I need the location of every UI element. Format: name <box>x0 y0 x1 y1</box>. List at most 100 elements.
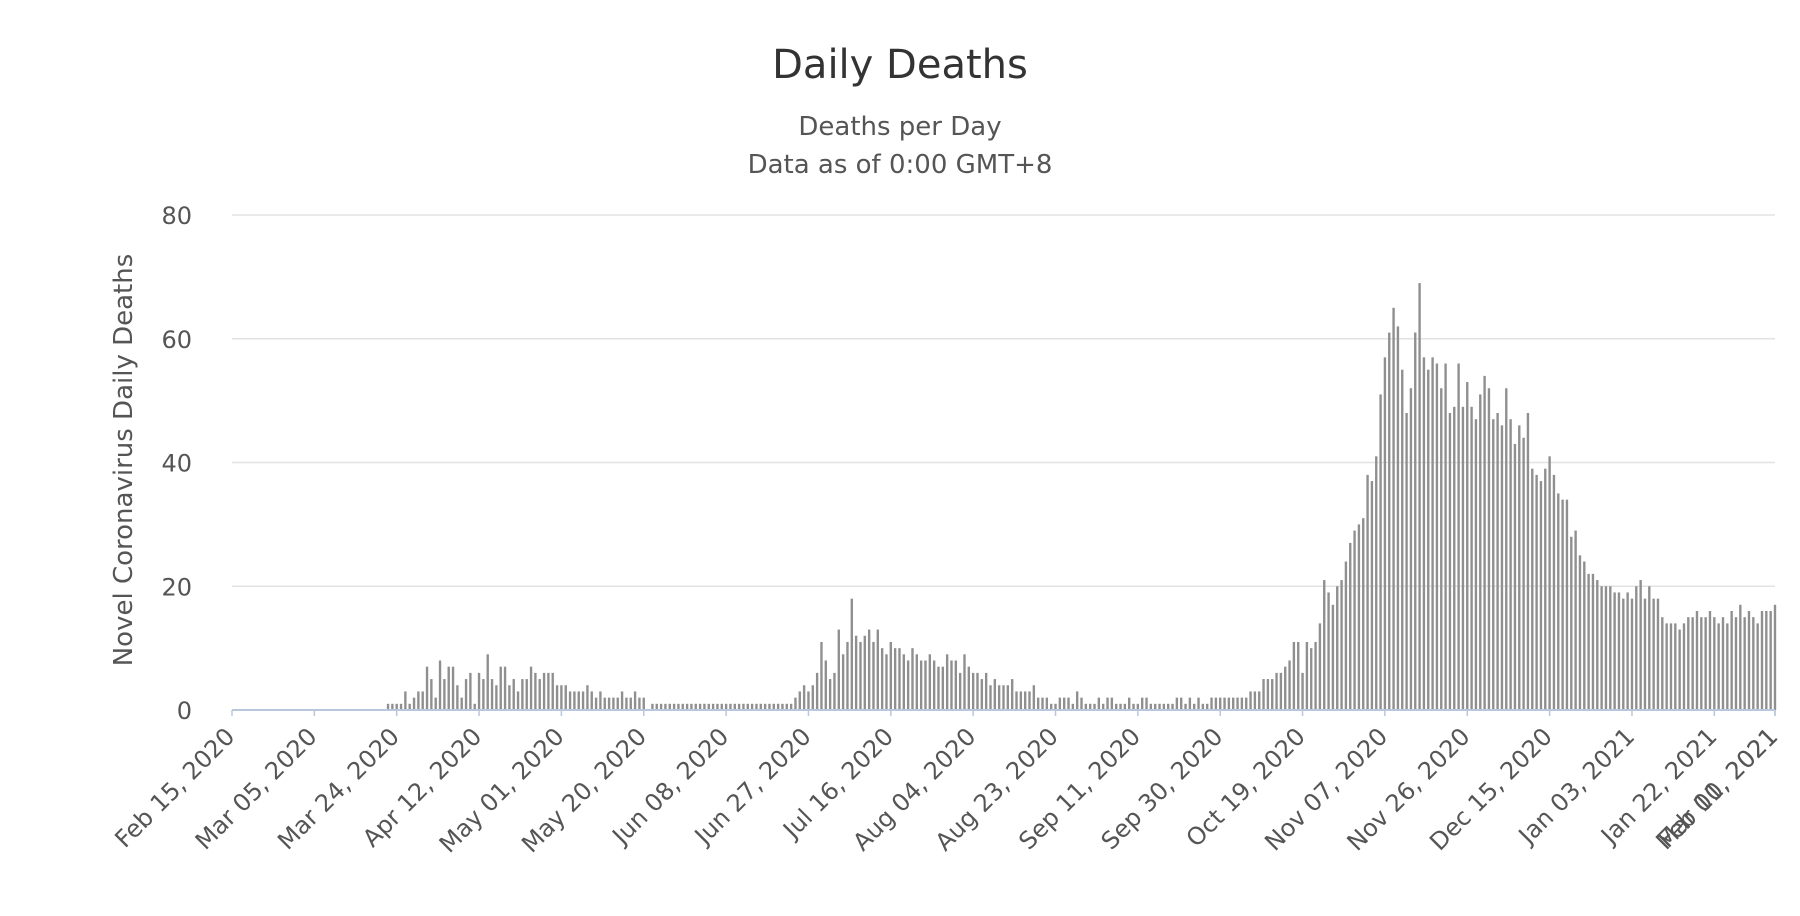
bar <box>1487 388 1491 710</box>
bar <box>1518 425 1521 711</box>
bar <box>1149 703 1153 710</box>
bar <box>560 685 563 710</box>
bar <box>1578 555 1582 710</box>
bar <box>1219 697 1222 711</box>
bar <box>1752 617 1755 710</box>
y-tick-label: 0 <box>177 697 192 725</box>
bar <box>1570 536 1573 710</box>
y-tick-label: 40 <box>161 450 192 478</box>
bar <box>976 672 979 711</box>
bar <box>1340 580 1343 710</box>
bar <box>1635 586 1638 710</box>
bar <box>1440 388 1443 710</box>
bar <box>616 697 619 711</box>
bar <box>425 666 429 710</box>
bar <box>538 679 541 710</box>
bar <box>1141 697 1144 711</box>
bar <box>421 691 424 710</box>
bar <box>1366 474 1369 711</box>
bar <box>1119 703 1122 710</box>
bar <box>1479 394 1482 710</box>
bar <box>651 703 654 710</box>
bar <box>1695 611 1699 710</box>
bar <box>1032 685 1036 710</box>
bar <box>1288 660 1291 710</box>
bar <box>477 672 481 711</box>
bar <box>876 629 879 710</box>
chart-subtitle-data-as-of: Data as of 0:00 GMT+8 <box>747 150 1053 180</box>
bar <box>1708 611 1712 710</box>
bar <box>521 679 524 710</box>
bar <box>612 697 615 711</box>
bar <box>1613 592 1616 710</box>
bar <box>893 648 897 711</box>
bar <box>529 666 533 710</box>
bar <box>1028 691 1031 710</box>
bar <box>1470 406 1473 710</box>
bar <box>451 666 455 710</box>
bar <box>412 697 416 711</box>
bar <box>568 691 572 710</box>
bar <box>1193 703 1196 710</box>
bar <box>1123 703 1127 710</box>
bar <box>581 691 585 710</box>
bar <box>594 697 598 711</box>
bar <box>1682 623 1686 711</box>
bar <box>1084 703 1088 710</box>
bar <box>508 685 511 710</box>
bar <box>911 648 914 711</box>
bar <box>620 691 624 710</box>
bar <box>1539 481 1543 710</box>
bar <box>1431 357 1434 710</box>
bar <box>841 654 845 710</box>
bar <box>1617 592 1621 710</box>
bar <box>785 703 788 710</box>
bar <box>1327 592 1330 710</box>
bar <box>716 703 719 710</box>
bar <box>1414 332 1417 710</box>
bar <box>1596 580 1599 710</box>
bar <box>1700 617 1703 710</box>
bar <box>490 679 494 710</box>
bar <box>1604 586 1608 710</box>
bar <box>1184 703 1187 710</box>
bar <box>1513 443 1517 710</box>
bar <box>1630 598 1634 711</box>
bar <box>1713 617 1716 710</box>
bar <box>1128 697 1131 711</box>
bar <box>742 703 745 710</box>
bar <box>1526 413 1530 710</box>
bar <box>1375 456 1378 710</box>
bar <box>1349 542 1352 710</box>
bar <box>1019 691 1023 710</box>
bar <box>1383 357 1387 710</box>
bar <box>924 660 927 710</box>
bar <box>1392 307 1395 710</box>
bar <box>1379 394 1382 710</box>
bar <box>1574 530 1577 710</box>
bar <box>1444 363 1447 710</box>
bar <box>811 685 814 710</box>
bar <box>737 703 741 710</box>
bar <box>1023 691 1027 710</box>
bar <box>1197 697 1200 711</box>
bar <box>1249 691 1252 710</box>
bar <box>395 703 398 710</box>
bar <box>516 691 520 710</box>
bar <box>1734 617 1738 710</box>
bar <box>434 697 437 711</box>
bar <box>547 672 550 711</box>
bar <box>1622 598 1625 711</box>
bar <box>1093 703 1096 710</box>
bar <box>698 703 702 710</box>
bar <box>1730 611 1733 710</box>
bar <box>417 691 420 710</box>
bar <box>1305 641 1309 710</box>
bar <box>906 660 910 710</box>
bar <box>1669 623 1673 711</box>
bar <box>1058 697 1062 711</box>
bar <box>512 679 515 710</box>
bar <box>1275 672 1278 711</box>
bar <box>937 666 940 710</box>
bar <box>1652 598 1655 711</box>
